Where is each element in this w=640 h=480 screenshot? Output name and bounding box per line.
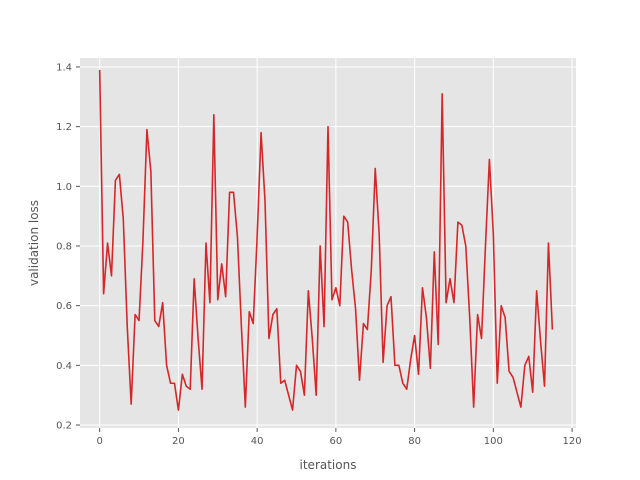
y-tick-label: 0.8 [56,241,72,252]
plot-background [80,58,576,428]
x-tick-label: 100 [484,436,503,447]
y-tick-label: 0.4 [56,361,72,372]
series-line [98,69,554,411]
x-tick-label: 20 [172,436,185,447]
y-tick-label: 1.0 [56,182,72,193]
x-tick-label: 60 [330,436,343,447]
series-layer [98,69,554,411]
x-tick-label: 80 [408,436,421,447]
x-tick-label: 40 [251,436,264,447]
x-tick-label: 0 [96,436,102,447]
x-tick-label: 120 [563,436,582,447]
y-tick-label: 0.2 [56,421,72,432]
y-tick-label: 1.2 [56,122,72,133]
y-axis-label: validation loss [27,200,41,286]
x-axis-label: iterations [300,458,357,472]
y-tick-label: 1.4 [56,62,72,73]
y-tick-label: 0.6 [56,301,72,312]
axis-ticks: 0 20 40 60 80 100 120 0.2 0.4 0.6 0.8 1.0 1.2 1.4 [56,62,582,447]
